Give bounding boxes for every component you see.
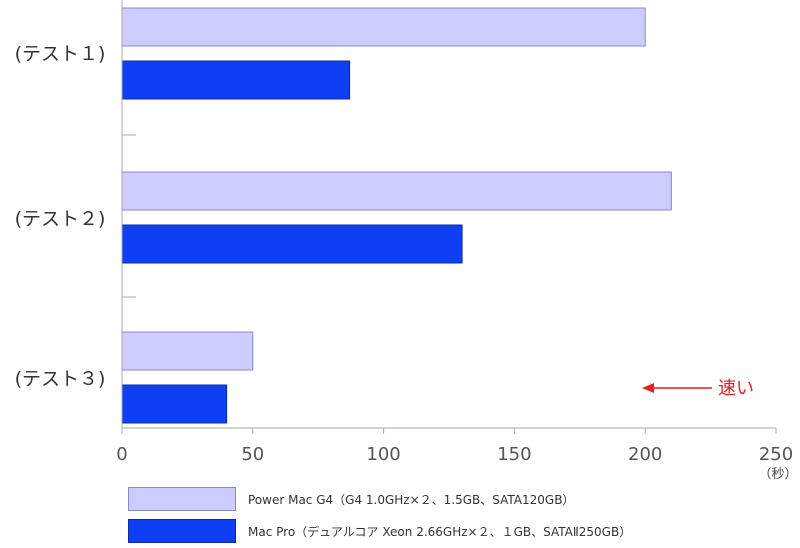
bar-power-mac-g4-test3 — [121, 331, 254, 371]
faster-annotation: 速い — [642, 378, 754, 399]
legend-swatch-power-mac-g4 — [128, 487, 236, 511]
legend-item-mac-pro: Mac Pro（デュアルコア Xeon 2.66GHz×２、１GB、SATAⅡ2… — [128, 516, 631, 546]
x-tick-label: 0 — [116, 444, 127, 465]
x-tick-label: 200 — [628, 444, 662, 465]
bar-power-mac-g4-test1 — [121, 7, 646, 47]
bars-layer — [121, 7, 672, 424]
category-ticks — [122, 134, 136, 298]
x-axis-tick-labels: 0 50 100 150 200 250 — [116, 444, 793, 465]
legend-label-mac-pro: Mac Pro（デュアルコア Xeon 2.66GHz×２、１GB、SATAⅡ2… — [248, 524, 632, 539]
faster-arrow-head — [642, 383, 654, 393]
x-tick-label: 50 — [241, 444, 264, 465]
bar-chart: (テスト１) (テスト２) (テスト３) 0 50 100 150 200 250 （秒） 速… — [15, 0, 798, 480]
legend: Power Mac G4（G4 1.0GHz×２、1.5GB、SATA120GB… — [128, 484, 631, 548]
category-label-test2: (テスト２) — [15, 208, 106, 230]
legend-item-power-mac-g4: Power Mac G4（G4 1.0GHz×２、1.5GB、SATA120GB… — [128, 484, 631, 514]
legend-label-power-mac-g4: Power Mac G4（G4 1.0GHz×２、1.5GB、SATA120GB… — [248, 492, 575, 507]
x-tick-label: 250 — [759, 444, 793, 465]
x-axis-ticks — [121, 428, 777, 434]
x-tick-label: 150 — [497, 444, 531, 465]
category-labels: (テスト１) (テスト２) (テスト３) — [15, 43, 106, 390]
faster-annotation-text: 速い — [718, 378, 754, 399]
x-tick-label: 100 — [366, 444, 400, 465]
category-label-test3: (テスト３) — [15, 368, 106, 390]
legend-swatch-mac-pro — [128, 519, 236, 543]
bar-mac-pro-test2 — [121, 224, 463, 264]
bar-power-mac-g4-test2 — [121, 171, 672, 211]
x-axis-unit-label: （秒） — [758, 467, 797, 480]
bar-mac-pro-test1 — [121, 60, 351, 100]
category-label-test1: (テスト１) — [15, 43, 106, 65]
bar-mac-pro-test3 — [121, 384, 228, 424]
